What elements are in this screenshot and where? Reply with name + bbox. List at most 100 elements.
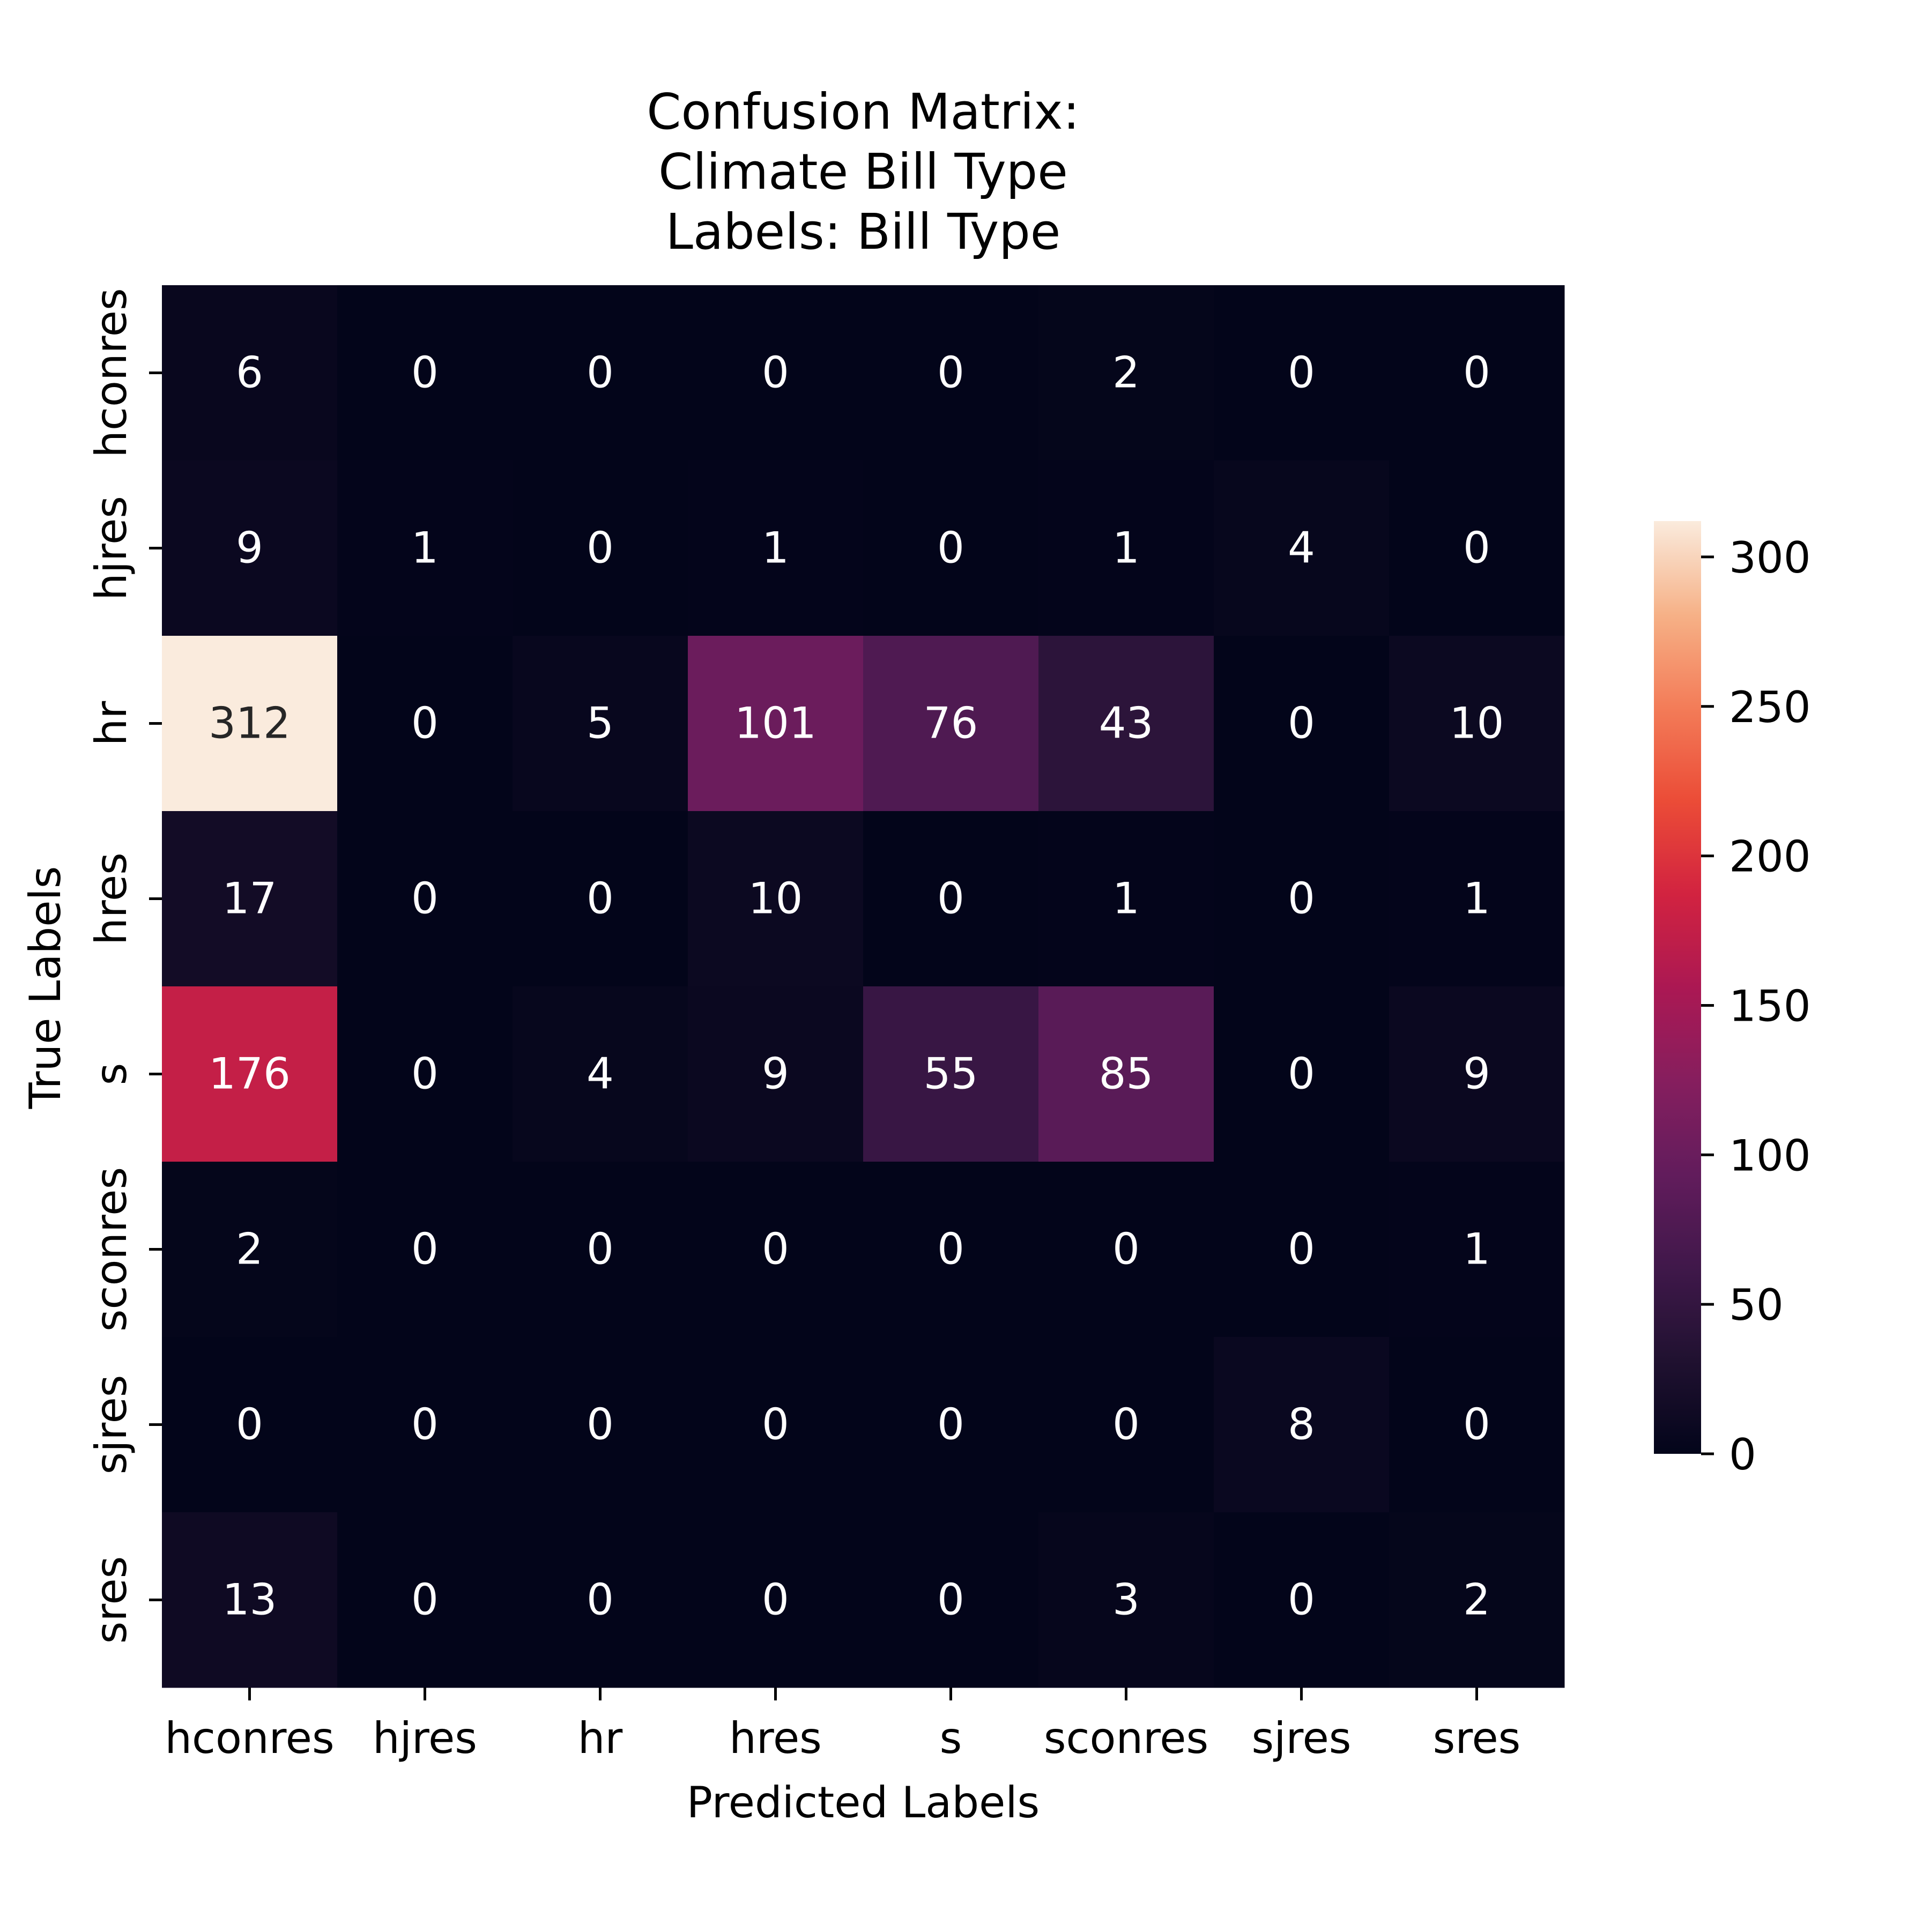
heatmap-cell <box>162 1512 338 1688</box>
heatmap-cell <box>1038 811 1214 987</box>
heatmap-cell <box>1214 1162 1390 1337</box>
cell-value: 17 <box>222 874 277 924</box>
cell-value: 176 <box>209 1049 291 1099</box>
cell-value: 0 <box>411 699 439 748</box>
cell-value: 2 <box>1112 348 1140 398</box>
x-axis-label: Predicted Labels <box>687 1778 1040 1827</box>
cell-value: 0 <box>937 1224 964 1274</box>
heatmap-cell <box>863 811 1039 987</box>
cell-value: 0 <box>762 348 789 398</box>
heatmap-cell <box>1038 636 1214 812</box>
heatmap-cell <box>162 811 338 987</box>
heatmap-cells <box>162 285 1565 1688</box>
heatmap-cell <box>162 986 338 1162</box>
heatmap-cell <box>162 460 338 636</box>
colorbar-tick-label: 200 <box>1729 832 1811 882</box>
cell-value: 0 <box>411 1575 439 1625</box>
cell-value: 0 <box>1463 523 1490 573</box>
cell-value: 0 <box>411 1049 439 1099</box>
heatmap-cell <box>162 636 338 812</box>
cell-value: 0 <box>1288 874 1315 924</box>
y-tick-label: sconres <box>86 1167 136 1332</box>
x-tick-label: hconres <box>165 1713 334 1763</box>
heatmap-cell <box>1214 811 1390 987</box>
cell-value: 8 <box>1288 1400 1315 1450</box>
cell-value: 13 <box>222 1575 277 1625</box>
cell-value: 2 <box>1463 1575 1490 1625</box>
cell-value: 0 <box>762 1224 789 1274</box>
cell-value: 4 <box>587 1049 614 1099</box>
heatmap-cell <box>1038 1337 1214 1513</box>
heatmap-cell <box>513 636 688 812</box>
cell-value: 2 <box>236 1224 263 1274</box>
cell-value: 9 <box>1463 1049 1490 1099</box>
heatmap-cell <box>688 460 864 636</box>
heatmap-cell <box>1389 285 1565 461</box>
colorbar-tick-label: 50 <box>1729 1280 1784 1330</box>
y-axis-label: True Labels <box>20 866 70 1110</box>
x-axis-ticks: hconres hjres hr hres s sconres sjres sres <box>165 1688 1520 1763</box>
cell-value: 0 <box>587 1400 614 1450</box>
cell-value: 0 <box>236 1400 263 1450</box>
cell-value: 0 <box>762 1575 789 1625</box>
x-tick-label: hres <box>729 1713 822 1763</box>
heatmap-cell <box>337 986 513 1162</box>
cell-value: 0 <box>937 523 964 573</box>
x-tick-label: sjres <box>1252 1713 1352 1763</box>
cell-value: 1 <box>1463 874 1490 924</box>
y-tick-label: hconres <box>86 288 136 457</box>
chart-title-line-3: Labels: Bill Type <box>666 203 1061 261</box>
heatmap-cell <box>162 285 338 461</box>
heatmap-cell <box>337 460 513 636</box>
cell-value: 0 <box>937 1575 964 1625</box>
y-tick-label: sres <box>86 1556 136 1644</box>
heatmap-cell <box>1389 1162 1565 1337</box>
cell-value: 6 <box>236 348 263 398</box>
cell-value: 5 <box>587 699 614 748</box>
chart-title-line-2: Climate Bill Type <box>658 143 1068 200</box>
x-tick-label: hjres <box>373 1713 477 1763</box>
heatmap-cell <box>688 986 864 1162</box>
heatmap-cell <box>513 986 688 1162</box>
cell-value: 1 <box>411 523 439 573</box>
heatmap-cell <box>863 460 1039 636</box>
heatmap-cell <box>337 1337 513 1513</box>
x-tick-label: sconres <box>1044 1713 1208 1763</box>
heatmap-cell <box>1389 636 1565 812</box>
cell-value: 312 <box>209 699 291 748</box>
cell-value: 55 <box>924 1049 978 1099</box>
colorbar-tick-label: 300 <box>1729 533 1811 583</box>
cell-value: 0 <box>1463 348 1490 398</box>
cell-value: 10 <box>1450 699 1504 748</box>
heatmap-cell <box>688 811 864 987</box>
y-tick-label: hres <box>86 852 136 945</box>
colorbar-tick-label: 100 <box>1729 1131 1811 1180</box>
heatmap-cell <box>1214 1512 1390 1688</box>
cell-value: 0 <box>1288 348 1315 398</box>
heatmap-cell <box>1038 1512 1214 1688</box>
heatmap-cell <box>337 811 513 987</box>
heatmap-cell <box>1038 986 1214 1162</box>
cell-value: 101 <box>734 699 816 748</box>
heatmap-cell <box>1038 1162 1214 1337</box>
heatmap-cell <box>688 1512 864 1688</box>
cell-value: 0 <box>587 1575 614 1625</box>
heatmap-cell <box>513 460 688 636</box>
heatmap-cell <box>863 986 1039 1162</box>
cell-value: 0 <box>1288 699 1315 748</box>
heatmap-cell <box>1214 460 1390 636</box>
cell-value: 0 <box>1112 1400 1140 1450</box>
heatmap-cell <box>337 1162 513 1337</box>
heatmap-cell <box>688 636 864 812</box>
heatmap-cell <box>1389 811 1565 987</box>
heatmap-cell <box>1389 986 1565 1162</box>
heatmap-cell <box>162 1337 338 1513</box>
cell-value: 0 <box>762 1400 789 1450</box>
cell-value: 0 <box>1463 1400 1490 1450</box>
heatmap-cell <box>513 285 688 461</box>
y-tick-label: hjres <box>86 496 136 600</box>
cell-value: 1 <box>1112 523 1140 573</box>
y-tick-label: sjres <box>86 1375 136 1475</box>
